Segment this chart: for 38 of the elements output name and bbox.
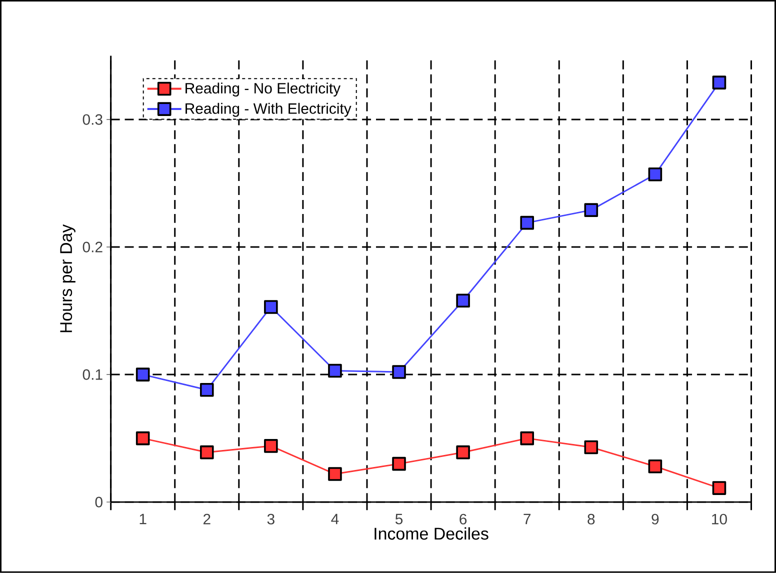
x-tick-label: 8	[588, 514, 595, 524]
point	[456, 294, 470, 308]
point	[712, 481, 726, 496]
point	[328, 467, 342, 481]
point	[648, 168, 662, 182]
point	[584, 203, 598, 218]
y-axis-title: Hours per Day	[60, 224, 76, 332]
point	[136, 368, 150, 382]
x-tick-label: 6	[460, 514, 467, 524]
x-tick-label: 9	[652, 514, 659, 524]
y-tick-label: 0.1	[82, 369, 102, 380]
point	[712, 76, 726, 90]
x-tick-label: 3	[267, 514, 274, 524]
point	[200, 383, 214, 397]
point	[520, 216, 534, 230]
x-axis-title: Income Deciles	[374, 527, 488, 540]
point	[392, 456, 406, 471]
point	[200, 445, 214, 460]
point	[264, 439, 278, 453]
point	[456, 445, 470, 460]
legend-label: Reading - With Electricity	[186, 102, 352, 117]
point	[648, 460, 662, 474]
x-tick-label: 7	[524, 514, 531, 524]
y-tick-label: 0.3	[82, 114, 102, 125]
y-tick-label: 0	[95, 496, 102, 508]
point	[328, 364, 342, 378]
x-tick-label: 5	[395, 514, 403, 524]
x-tick-label: 1	[140, 514, 146, 524]
point	[520, 431, 534, 446]
y-tick-label: 0.2	[82, 242, 102, 252]
x-tick-label: 10	[712, 514, 727, 524]
point	[392, 365, 406, 379]
point	[264, 300, 278, 314]
point	[136, 431, 150, 446]
point	[584, 440, 598, 454]
x-tick-label: 4	[331, 514, 339, 524]
legend-label: Reading - No Electricity	[186, 82, 341, 97]
x-tick-label: 2	[203, 514, 210, 524]
